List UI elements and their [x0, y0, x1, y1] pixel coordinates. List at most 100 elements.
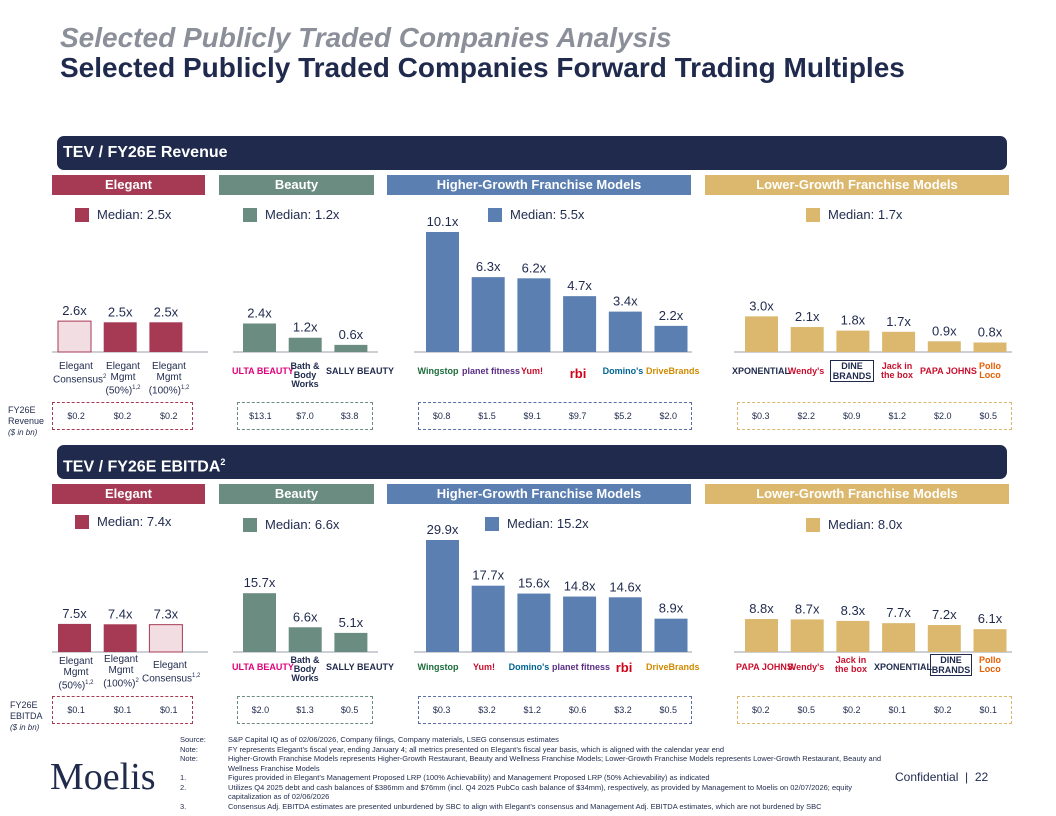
page-number: 22 [974, 770, 989, 784]
bar-el-pollo-loco [973, 342, 1007, 352]
rev-values-beauty: $13.1 $7.0 $3.8 [237, 402, 373, 430]
bar-elegant-mgmt-50- [58, 623, 91, 652]
data-label: 1.2x [293, 320, 318, 335]
data-label: 15.6x [518, 576, 550, 591]
bar-yum- [517, 278, 551, 352]
bar-bath-body-works [288, 337, 322, 352]
legend-swatch [75, 207, 89, 222]
value-cell: $0.2 [160, 411, 178, 421]
rev-category-lower: Lower-Growth Franchise Models [705, 175, 1009, 195]
footnote: Note: FY represents Elegant’s fiscal year… [180, 744, 725, 754]
bar-elegant-consensus [148, 624, 183, 653]
value-cell: $0.6 [568, 705, 587, 715]
rev-median-beauty: Median: 1.2x [243, 207, 339, 222]
rev-row-label: FY26E Revenue ($ in bn) [8, 405, 45, 437]
ebitda-median-lower: Median: 8.0x [806, 517, 902, 532]
rev-values-lower: $0.3 $2.2 $0.9 $1.2 $2.0 $0.5 [737, 402, 1012, 430]
bar-domino-s [517, 593, 551, 652]
ebitda-row-label: FY26E EBITDA ($ in bn) [10, 700, 43, 732]
bar-papa-john-s [745, 619, 778, 652]
ebitda-banner: TEV / FY26E EBITDA2 [57, 445, 1007, 479]
logo-wendys: Wendy's [787, 366, 825, 376]
logo-rbi: rbi [615, 660, 633, 675]
ebitda-values-lower: $0.2 $0.5 $0.2 $0.1 $0.2 $0.1 [737, 696, 1012, 724]
data-label: 17.7x [472, 568, 504, 583]
bar-rbi [563, 296, 597, 352]
revenue-bar-chart: 2.6x 2.5x 2.5x 2.4x 1.2x 0.6x 10.1x 6.3x 6.2x 4.7… [52, 214, 1012, 353]
data-label: 7.3x [154, 607, 179, 622]
page-supertitle: Selected Publicly Traded Companies Analy… [60, 22, 672, 53]
rev-values-higher: $0.8 $1.5 $9.1 $9.7 $5.2 $2.0 [418, 402, 692, 430]
data-label: 8.9x [659, 601, 684, 616]
legend-swatch [488, 207, 502, 222]
data-label: 2.1x [795, 309, 820, 324]
data-label: 1.7x [886, 314, 911, 329]
legend-swatch [75, 514, 89, 529]
revenue-banner: TEV / FY26E Revenue [57, 136, 1007, 170]
ebitda-elegant-label-1: Elegant Mgmt (50%)1,2 [58, 656, 94, 692]
footnote: Source: S&P Capital IQ as of 02/06/2026, … [180, 735, 559, 744]
logo-bath-body-works: Bath & Body Works [290, 655, 320, 683]
value-cell: $0.9 [842, 411, 861, 421]
value-cell: $3.2 [614, 705, 632, 715]
data-label: 14.8x [564, 579, 596, 594]
data-label: 2.6x [62, 303, 87, 318]
logo-dine-brands: DINE BRANDS [930, 654, 972, 676]
footnote: 3. Consensus Adj. EBITDA estimates are pr… [180, 801, 822, 811]
data-label: 5.1x [339, 615, 364, 630]
logo-dominos: Domino's [602, 366, 644, 376]
logo-dine-brands: DINE BRANDS [830, 360, 874, 382]
bar-yum- [471, 585, 505, 652]
logo-rbi: rbi [569, 366, 587, 381]
bar-wendy-s [790, 619, 824, 652]
value-cell: $0.1 [67, 705, 85, 715]
footnote: Note: Higher-Growth Franchise Models repr… [180, 754, 882, 773]
value-cell: $2.0 [251, 705, 270, 715]
value-cell: $0.3 [432, 705, 451, 715]
ebitda-category-beauty: Beauty [219, 484, 374, 504]
data-label: 3.4x [613, 294, 638, 309]
value-cell: $0.1 [888, 705, 907, 715]
value-cell: $1.2 [523, 705, 542, 715]
value-cell: $0.2 [842, 705, 861, 715]
data-label: 7.5x [62, 606, 87, 621]
value-cell: $9.1 [523, 411, 542, 421]
ebitda-median-beauty: Median: 6.6x [243, 517, 339, 532]
legend-swatch [243, 517, 257, 532]
bar-ulta-beauty [243, 593, 276, 652]
footnote: 1. Figures provided in Elegant’s Manageme… [180, 773, 710, 782]
rev-median-lower: Median: 1.7x [806, 207, 902, 222]
bar-ulta-beauty [243, 323, 276, 352]
logo-xponential: XPONENTIAL [732, 366, 791, 376]
ebitda-elegant-label-2: Elegant Mgmt (100%)2 [103, 654, 139, 690]
rev-values-elegant: $0.2 $0.2 $0.2 [52, 402, 193, 430]
logo-xponential: XPONENTIAL [874, 662, 933, 672]
value-cell: $0.8 [432, 411, 451, 421]
bar-xponential [882, 623, 916, 652]
footnotes: Source: S&P Capital IQ as of 02/06/2026, … [180, 735, 890, 811]
ebitda-median-higher: Median: 15.2x [485, 516, 589, 531]
logo-el-pollo-loco: Pollo Loco [979, 361, 1001, 380]
rev-category-beauty: Beauty [219, 175, 374, 195]
bar-rbi [608, 597, 642, 652]
data-label: 6.2x [522, 260, 547, 275]
rev-elegant-label-1: Elegant Consensus2 [53, 361, 107, 386]
bar-papa-john-s [927, 341, 961, 352]
bar-dine-brands [927, 625, 961, 652]
value-cell: $0.5 [797, 705, 816, 715]
value-cell: $7.0 [296, 411, 314, 421]
bar-sally-beauty [334, 632, 368, 652]
data-label: 6.1x [978, 611, 1003, 626]
bar-domino-s [608, 311, 642, 352]
bar-jack-in-the-box [836, 620, 870, 652]
ebitda-bar-chart: 7.5x 7.4x 7.3x 15.7x 6.6x 5.1x 29.9x 17.7x 15.6x… [52, 522, 1012, 653]
legend-swatch [485, 516, 499, 531]
value-cell: $3.8 [340, 411, 359, 421]
rev-elegant-label-3: Elegant Mgmt (100%)1,2 [148, 361, 190, 397]
ebitda-category-elegant: Elegant [52, 484, 205, 504]
ebitda-values-elegant: $0.1 $0.1 $0.1 [52, 696, 193, 724]
value-cell: $0.1 [979, 705, 998, 715]
logo-papa-johns: PAPA JOHNS [736, 662, 793, 672]
data-label: 8.7x [795, 601, 820, 616]
logo-wendys: Wendy's [787, 662, 825, 672]
